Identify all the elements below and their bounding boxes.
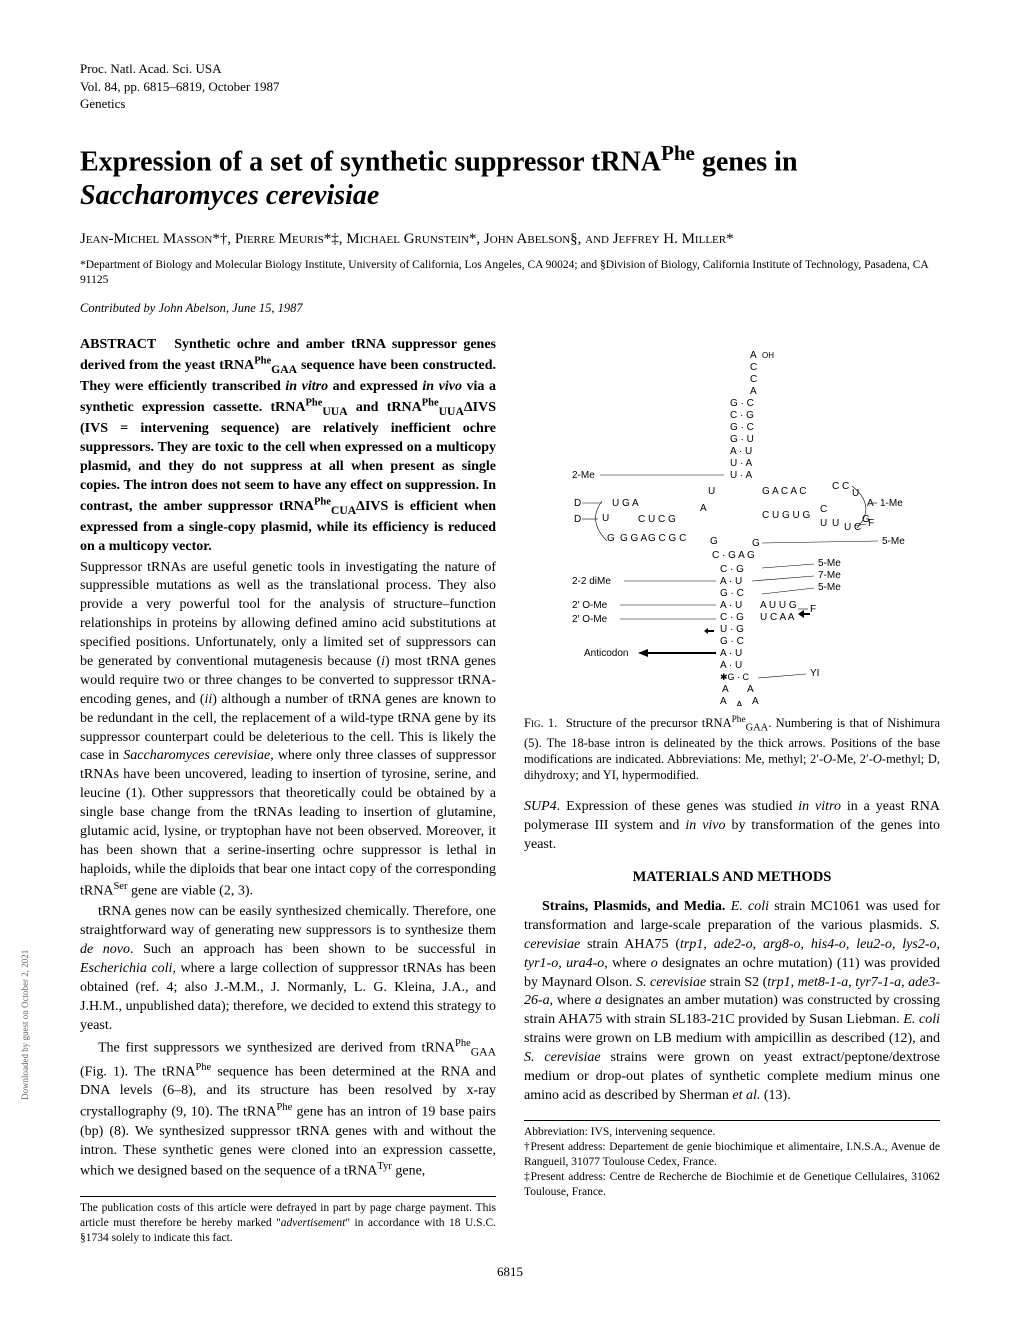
svg-text:U C A A: U C A A xyxy=(760,612,795,623)
svg-text:G: G xyxy=(607,533,615,544)
journal-line1: Proc. Natl. Acad. Sci. USA xyxy=(80,60,940,78)
svg-text:F: F xyxy=(810,604,816,615)
svg-text:C · G: C · G xyxy=(720,564,744,575)
figure-1: AOH C C A G · C C · G G · C G · U A · U … xyxy=(524,346,940,784)
svg-text:U G A: U G A xyxy=(612,498,639,509)
svg-text:G · C: G · C xyxy=(730,422,754,433)
abstract-label: ABSTRACT xyxy=(80,337,156,352)
figure-1-caption: Fig. 1. Structure of the precursor tRNAP… xyxy=(524,714,940,784)
svg-text:G G A: G G A xyxy=(620,533,648,544)
figure-caption-text: Structure of the precursor tRNAPheGAA. N… xyxy=(524,716,940,783)
svg-text:A · U: A · U xyxy=(720,648,742,659)
svg-text:5-Me: 5-Me xyxy=(882,536,905,547)
svg-text:G A C A C: G A C A C xyxy=(762,486,806,497)
col2-p1: SUP4. Expression of these genes was stud… xyxy=(524,798,940,855)
intro-p2: tRNA genes now can be easily synthesized… xyxy=(80,903,496,1035)
svg-text:A: A xyxy=(722,684,729,695)
svg-text:7-Me: 7-Me xyxy=(818,570,841,581)
contributed-line: Contributed by John Abelson, June 15, 19… xyxy=(80,300,940,316)
svg-text:G · C: G · C xyxy=(730,398,754,409)
journal-line3: Genetics xyxy=(80,95,940,113)
svg-text:A: A xyxy=(700,503,707,514)
svg-text:C: C xyxy=(750,374,757,385)
svg-text:A: A xyxy=(867,498,874,509)
svg-text:C: C xyxy=(750,362,757,373)
authors: Jean-Michel Masson*†, Pierre Meuris*‡, M… xyxy=(80,230,940,250)
svg-text:A: A xyxy=(747,684,754,695)
svg-text:D: D xyxy=(574,514,581,525)
svg-text:U: U xyxy=(852,488,859,499)
svg-text:5-Me: 5-Me xyxy=(818,582,841,593)
svg-text:U · A: U · A xyxy=(730,470,753,481)
journal-line2: Vol. 84, pp. 6815–6819, October 1987 xyxy=(80,78,940,96)
left-footnote: The publication costs of this article we… xyxy=(80,1196,496,1246)
svg-text:U C: U C xyxy=(844,522,861,533)
svg-text:A: A xyxy=(736,700,743,706)
svg-text:G · U: G · U xyxy=(730,434,754,445)
svg-text:A: A xyxy=(750,350,757,361)
affiliations: *Department of Biology and Molecular Bio… xyxy=(80,258,940,288)
figure-label: Fig. 1. xyxy=(524,716,557,730)
svg-text:U: U xyxy=(832,518,839,529)
svg-text:2-2 diMe: 2-2 diMe xyxy=(572,576,611,587)
section-methods: MATERIALS AND METHODS xyxy=(524,868,940,888)
svg-text:A: A xyxy=(752,696,759,706)
svg-text:U · A: U · A xyxy=(730,458,753,469)
svg-text:U: U xyxy=(708,486,715,497)
svg-text:G: G xyxy=(710,536,718,547)
svg-text:A · U: A · U xyxy=(730,446,752,457)
svg-text:Anticodon: Anticodon xyxy=(584,648,628,659)
methods-p1: Strains, Plasmids, and Media. E. coli st… xyxy=(524,898,940,1106)
trna-structure-diagram: AOH C C A G · C C · G G · C G · U A · U … xyxy=(552,346,912,706)
svg-text:G: G xyxy=(752,538,760,549)
svg-text:A: A xyxy=(750,386,757,397)
svg-text:U: U xyxy=(820,518,827,529)
svg-text:A · U: A · U xyxy=(720,660,742,671)
intro-p3: The first suppressors we synthesized are… xyxy=(80,1037,496,1182)
svg-text:G · C: G · C xyxy=(720,636,744,647)
download-label: Downloaded by guest on October 2, 2021 xyxy=(20,950,32,1100)
svg-text:C: C xyxy=(820,504,827,515)
abstract: ABSTRACTSynthetic ochre and amber tRNA s… xyxy=(80,336,496,557)
page-number: 6815 xyxy=(80,1264,940,1281)
right-footnote: Abbreviation: IVS, intervening sequence.… xyxy=(524,1120,940,1200)
journal-header: Proc. Natl. Acad. Sci. USA Vol. 84, pp. … xyxy=(80,60,940,113)
abstract-text: Synthetic ochre and amber tRNA suppresso… xyxy=(80,337,496,554)
two-column-layout: ABSTRACTSynthetic ochre and amber tRNA s… xyxy=(80,336,940,1246)
svg-text:C C: C C xyxy=(832,481,849,492)
svg-text:C · G: C · G xyxy=(730,410,754,421)
svg-text:C · G: C · G xyxy=(720,612,744,623)
svg-text:OH: OH xyxy=(762,351,774,360)
svg-text:1-Me: 1-Me xyxy=(880,498,903,509)
svg-text:A U U G: A U U G xyxy=(760,600,797,611)
svg-text:U: U xyxy=(602,513,609,524)
article-title: Expression of a set of synthetic suppres… xyxy=(80,141,940,213)
svg-text:G C G C: G C G C xyxy=(648,533,686,544)
intro-p1: Suppressor tRNAs are useful genetic tool… xyxy=(80,559,496,902)
svg-text:A · U: A · U xyxy=(720,576,742,587)
svg-text:A: A xyxy=(720,696,727,706)
svg-text:C U G U G: C U G U G xyxy=(762,510,811,521)
svg-text:YI: YI xyxy=(810,668,819,679)
svg-text:2′ O-Me: 2′ O-Me xyxy=(572,614,608,625)
svg-text:C · G A G: C · G A G xyxy=(712,550,755,561)
svg-text:D: D xyxy=(574,498,581,509)
svg-text:C U C G: C U C G xyxy=(638,514,676,525)
svg-text:F: F xyxy=(868,518,874,529)
svg-text:✱G · C: ✱G · C xyxy=(720,672,750,682)
svg-text:5-Me: 5-Me xyxy=(818,558,841,569)
left-column: ABSTRACTSynthetic ochre and amber tRNA s… xyxy=(80,336,496,1246)
right-column: AOH C C A G · C C · G G · C G · U A · U … xyxy=(524,336,940,1246)
svg-text:2′ O-Me: 2′ O-Me xyxy=(572,600,608,611)
svg-text:G · C: G · C xyxy=(720,588,744,599)
svg-text:2-Me: 2-Me xyxy=(572,470,595,481)
svg-text:U · G: U · G xyxy=(720,624,744,635)
svg-text:A · U: A · U xyxy=(720,600,742,611)
